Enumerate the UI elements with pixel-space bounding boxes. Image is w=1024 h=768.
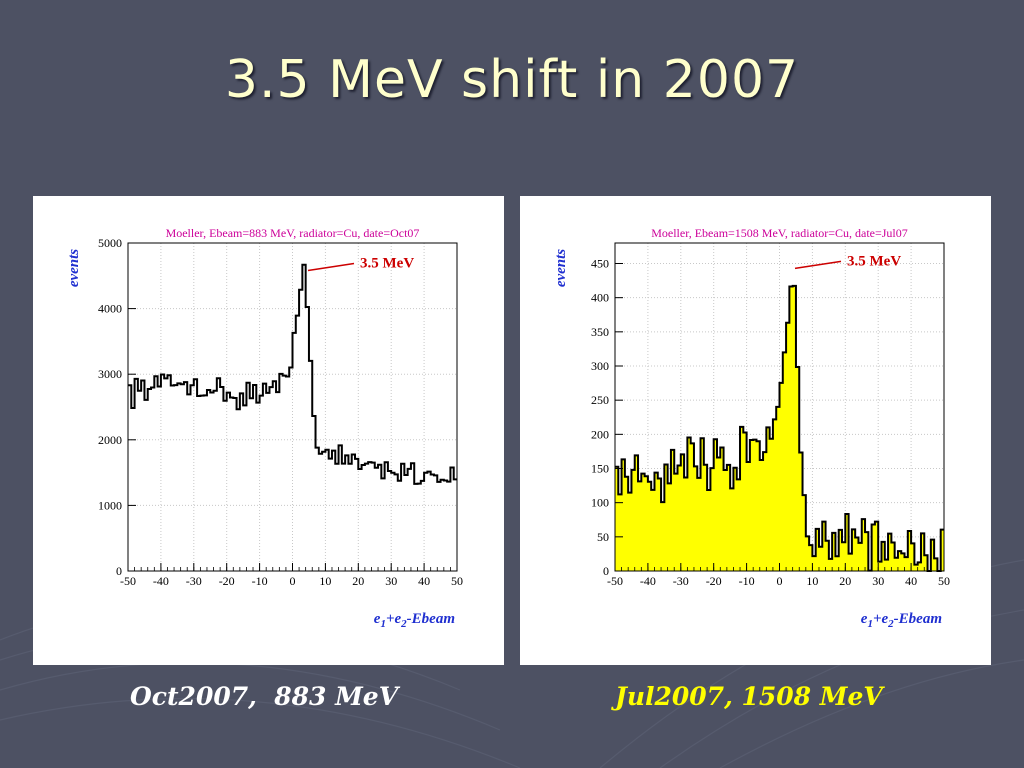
x-tick-label: -10 [252,574,268,588]
x-tick-label: 10 [319,574,331,588]
x-tick-label: 30 [872,574,884,588]
x-tick-label: -40 [153,574,169,588]
y-tick-label: 3000 [98,367,122,381]
chart-panel-oct2007: Moeller, Ebeam=883 MeV, radiator=Cu, dat… [33,196,504,665]
x-tick-label: 20 [352,574,364,588]
x-tick-label: 20 [839,574,851,588]
x-axis-label: e1+e2-Ebeam [861,611,942,630]
y-tick-label: 150 [591,462,609,476]
plot-frame [127,242,458,572]
caption-oct2007: Oct2007, 883 MeV [130,682,399,711]
x-tick-label: 50 [451,574,463,588]
histogram-line [615,284,944,572]
histogram-chart-oct2007: Moeller, Ebeam=883 MeV, radiator=Cu, dat… [66,226,463,630]
slide-title: 3.5 MeV shift in 2007 [224,50,800,110]
x-tick-label: 40 [905,574,917,588]
x-axis-label: e1+e2-Ebeam [374,611,455,630]
y-tick-label: 0 [116,564,122,578]
x-tick-label: 50 [938,574,950,588]
histogram-line [128,263,457,485]
plot-title: Moeller, Ebeam=1508 MeV, radiator=Cu, da… [651,226,908,240]
y-tick-label: 5000 [98,236,122,250]
x-tick-label: 30 [385,574,397,588]
annotation-label: 3.5 MeV [847,253,901,269]
y-tick-label: 250 [591,393,609,407]
x-tick-label: -50 [120,574,136,588]
chart-panel-jul2007: Moeller, Ebeam=1508 MeV, radiator=Cu, da… [520,196,991,665]
x-tick-label: 40 [418,574,430,588]
y-tick-label: 200 [591,427,609,441]
x-tick-label: -30 [186,574,202,588]
y-tick-label: 300 [591,359,609,373]
y-tick-label: 4000 [98,302,122,316]
x-tick-label: -30 [673,574,689,588]
y-tick-label: 450 [591,257,609,271]
x-tick-label: -50 [607,574,623,588]
x-tick-label: 0 [290,574,296,588]
plot-title: Moeller, Ebeam=883 MeV, radiator=Cu, dat… [166,226,420,240]
y-tick-label: 0 [603,564,609,578]
annotation-line [794,260,842,270]
y-tick-label: 1000 [98,498,122,512]
y-axis-label: events [553,249,569,287]
y-tick-label: 50 [597,530,609,544]
y-tick-label: 400 [591,291,609,305]
annotation-label: 3.5 MeV [360,256,414,272]
y-tick-label: 100 [591,496,609,510]
x-tick-label: -40 [640,574,656,588]
x-tick-label: 10 [806,574,818,588]
x-tick-label: 0 [777,574,783,588]
annotation-line [307,262,355,272]
y-tick-label: 350 [591,325,609,339]
y-tick-label: 2000 [98,433,122,447]
caption-jul2007: Jul2007, 1508 MeV [615,682,883,711]
x-tick-label: -10 [739,574,755,588]
x-tick-label: -20 [706,574,722,588]
histogram-fill [615,285,944,571]
histogram-chart-jul2007: Moeller, Ebeam=1508 MeV, radiator=Cu, da… [553,226,950,630]
y-axis-label: events [66,249,82,287]
x-tick-label: -20 [219,574,235,588]
